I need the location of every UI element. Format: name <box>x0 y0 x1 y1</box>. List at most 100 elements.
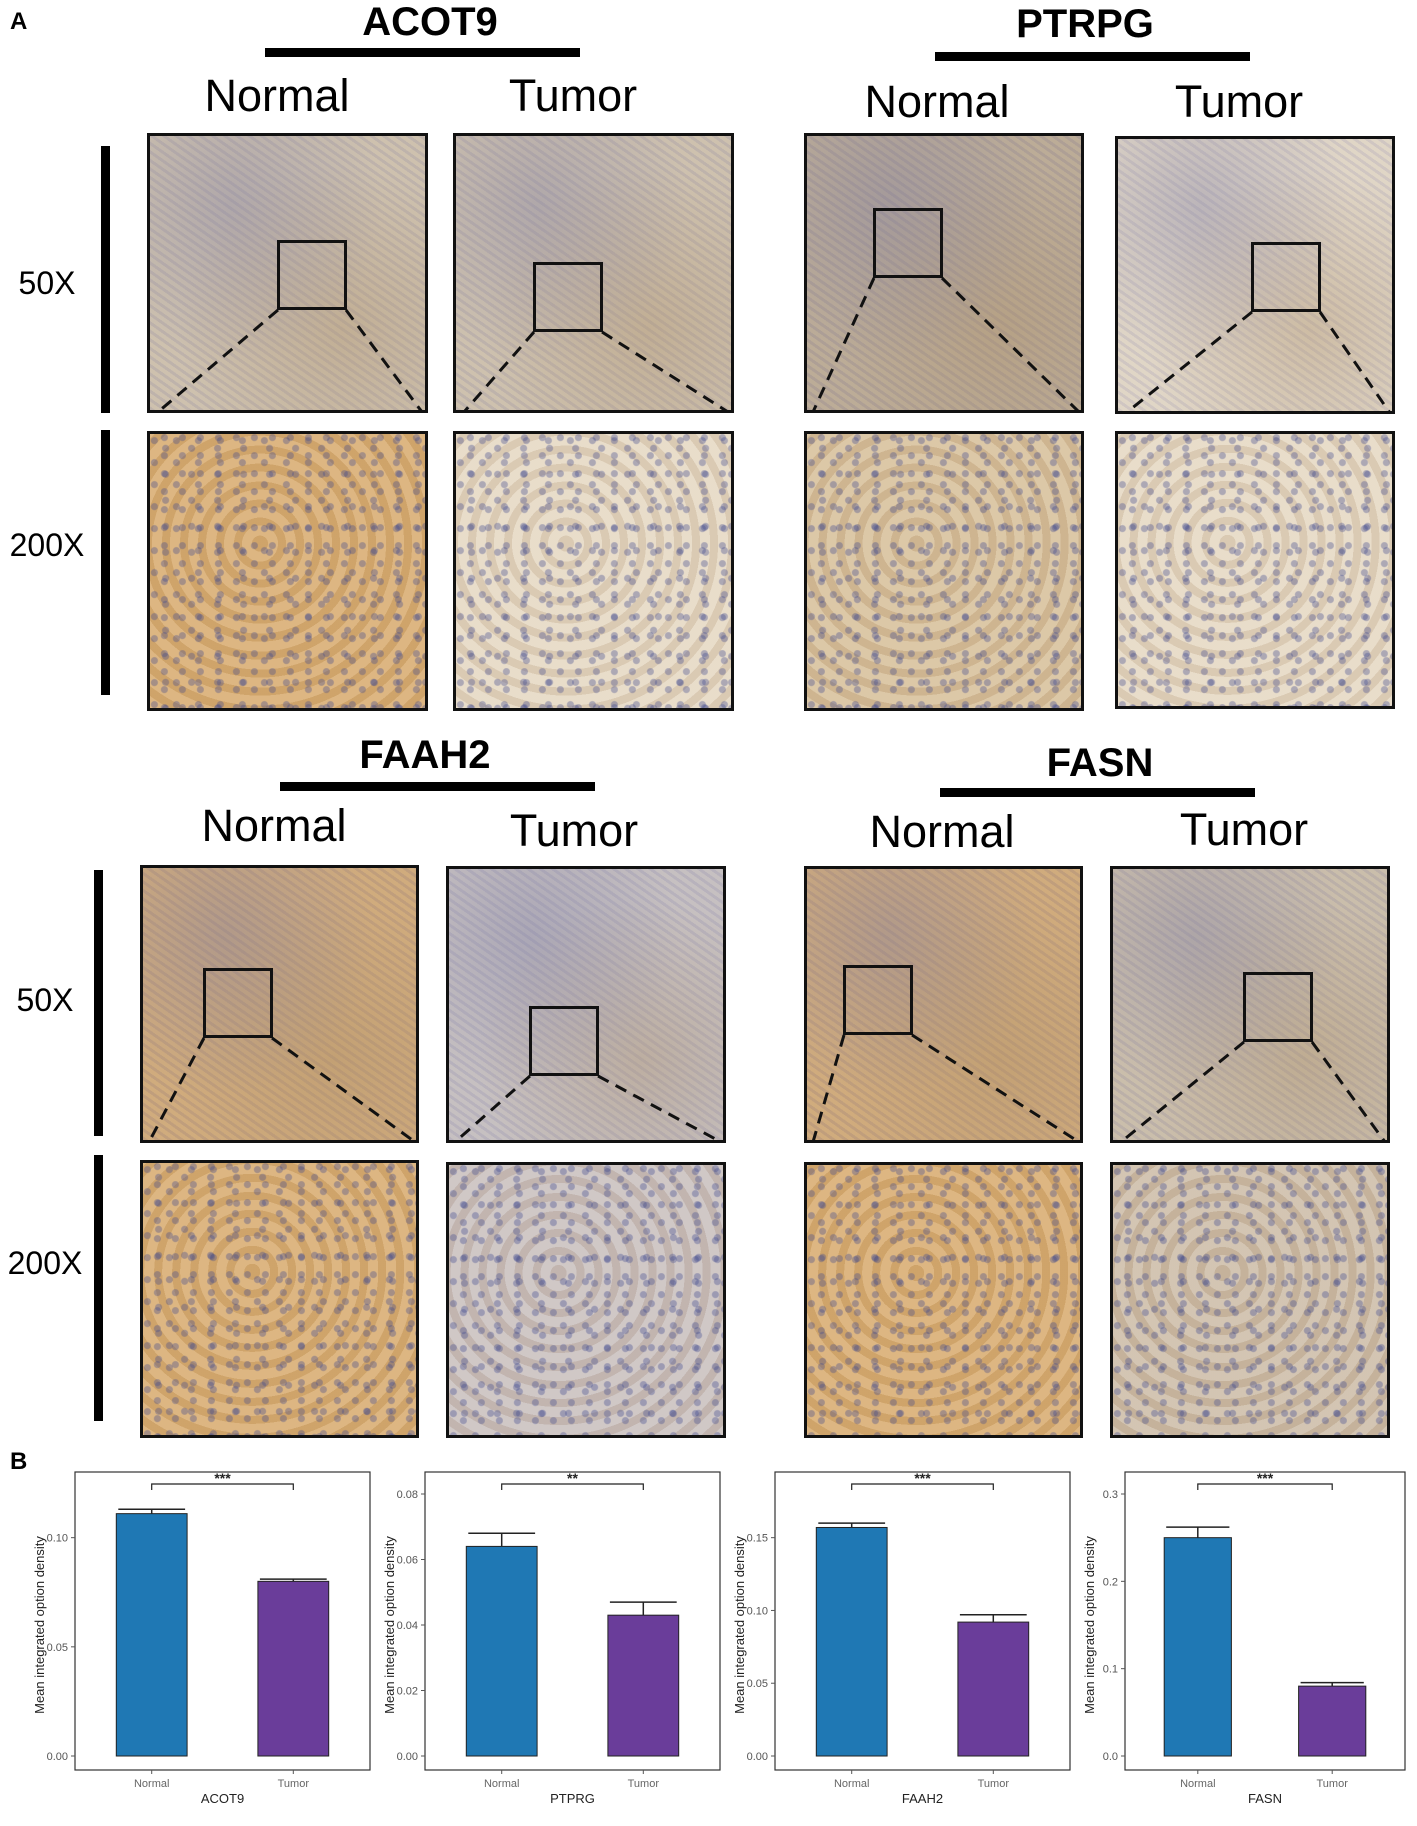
bar-normal <box>1163 1537 1232 1757</box>
gene-title-acot9: ACOT9 <box>362 0 498 44</box>
ihc-image-fasn-tumor-200x <box>1110 1162 1390 1438</box>
ihc-image-fasn-tumor-50x <box>1110 866 1390 1143</box>
x-tick-label: Normal <box>134 1778 169 1790</box>
zoom-region-box <box>873 208 943 278</box>
zoom-projection-lines <box>148 1036 415 1140</box>
y-tick-label: 0.05 <box>47 1642 68 1654</box>
y-tick-label: 0.06 <box>397 1555 418 1567</box>
ihc-image-faah2-normal-200x <box>140 1160 419 1438</box>
row-label-50x: 50X <box>16 982 74 1018</box>
gene-title-bar <box>935 52 1250 61</box>
plot-frame <box>1124 1471 1406 1771</box>
ihc-image-fasn-normal-50x <box>804 866 1083 1143</box>
zoom-region-box <box>1251 242 1321 312</box>
x-tick-label: Tumor <box>628 1778 660 1790</box>
row-bar-50x <box>101 146 110 413</box>
bar-normal <box>815 1526 888 1757</box>
panel-label-b: B <box>10 1448 28 1475</box>
gene-title-bar <box>940 788 1255 797</box>
gene-title-ptrpg: PTRPG <box>1016 2 1154 46</box>
x-tick-label: Normal <box>834 1778 869 1790</box>
x-axis-label: ACOT9 <box>201 1791 244 1806</box>
ihc-image-faah2-normal-50x <box>140 865 419 1143</box>
plot-frame <box>74 1471 371 1771</box>
col-label-normal: Normal <box>204 70 350 121</box>
zoom-region-box <box>843 965 913 1035</box>
y-tick-label: 0.04 <box>397 1620 418 1632</box>
ihc-image-fasn-normal-200x <box>804 1162 1083 1438</box>
x-tick-label: Normal <box>484 1778 519 1790</box>
col-label-normal: Normal <box>869 806 1015 857</box>
bar-chart-ptprg: 0.00 0.02 0.04 0.06 0.08 Mean integrated opti… <box>380 1470 730 1820</box>
row-label-200x: 200X <box>9 527 85 563</box>
zoom-projection-lines <box>812 276 1080 410</box>
row-label-200x: 200X <box>7 1245 83 1281</box>
y-axis-label: Mean integrated option density <box>732 1536 747 1714</box>
ihc-image-acot9-tumor-50x <box>453 133 734 413</box>
zoom-region-box <box>529 1006 599 1076</box>
error-bar <box>609 1601 677 1616</box>
gene-title-faah2: FAAH2 <box>359 733 491 777</box>
bar-tumor <box>957 1621 1030 1757</box>
zoom-region-box <box>1243 972 1313 1042</box>
bar-normal <box>465 1545 538 1757</box>
y-tick-label: 0.15 <box>747 1533 768 1545</box>
gene-title-bar <box>280 782 595 791</box>
gene-title-fasn: FASN <box>1046 741 1154 785</box>
x-tick-label: Tumor <box>278 1778 310 1790</box>
y-tick-label: 0.00 <box>397 1751 418 1763</box>
ihc-image-faah2-tumor-50x <box>446 866 726 1143</box>
col-label-tumor: Tumor <box>508 70 638 121</box>
row-bar-200x <box>101 430 110 695</box>
x-axis-label: FASN <box>1248 1791 1282 1806</box>
bar-tumor <box>1298 1685 1367 1757</box>
error-bar <box>118 1508 186 1514</box>
bar-normal <box>115 1513 188 1757</box>
ihc-image-acot9-tumor-200x <box>453 431 734 711</box>
significance-bracket <box>851 1483 994 1490</box>
error-bar <box>959 1614 1027 1623</box>
plot-frame <box>774 1471 1071 1771</box>
col-label-tumor: Tumor <box>1179 804 1309 855</box>
zoom-region-box <box>277 240 347 310</box>
bar-tumor <box>257 1580 330 1757</box>
y-axis-label: Mean integrated option density <box>32 1536 47 1714</box>
y-tick-label: 0.2 <box>1103 1576 1118 1588</box>
ihc-image-acot9-normal-200x <box>147 431 428 711</box>
significance-bracket <box>151 1483 294 1490</box>
significance-label: *** <box>214 1470 231 1486</box>
bar-chart-faah2: 0.00 0.05 0.10 0.15 Mean integrated option d… <box>730 1470 1080 1820</box>
y-axis-label: Mean integrated option density <box>1082 1536 1097 1714</box>
col-label-tumor: Tumor <box>509 805 639 856</box>
col-label-tumor: Tumor <box>1174 76 1304 127</box>
significance-label: *** <box>1257 1470 1274 1486</box>
bar-chart-acot9: 0.00 0.05 0.10 Mean integrated option densi… <box>30 1470 380 1820</box>
y-tick-label: 0.0 <box>1103 1751 1118 1763</box>
y-tick-label: 0.10 <box>47 1533 68 1545</box>
x-axis-label: FAAH2 <box>902 1791 943 1806</box>
error-bar <box>259 1578 327 1582</box>
ihc-image-ptrpg-tumor-200x <box>1115 431 1395 709</box>
y-tick-label: 0.3 <box>1103 1489 1118 1501</box>
error-bar <box>1300 1681 1364 1687</box>
panel-label-a: A <box>10 8 28 35</box>
bar-chart-fasn: 0.0 0.1 0.2 0.3 Mean integrated option densi… <box>1080 1470 1415 1820</box>
x-tick-label: Tumor <box>1317 1778 1349 1790</box>
y-axis-label: Mean integrated option density <box>382 1536 397 1714</box>
y-tick-label: 0.02 <box>397 1686 418 1698</box>
x-tick-label: Normal <box>1180 1778 1215 1790</box>
ihc-image-ptrpg-tumor-50x <box>1115 136 1395 414</box>
chart-svg: 0.0 0.1 0.2 0.3 Mean integrated option densi… <box>1082 1470 1406 1806</box>
x-tick-label: Tumor <box>978 1778 1010 1790</box>
gene-title-bar <box>265 48 580 57</box>
y-tick-label: 0.00 <box>47 1751 68 1763</box>
error-bar <box>468 1532 536 1547</box>
row-label-50x: 50X <box>18 265 76 301</box>
row-bar-200x <box>94 1155 103 1421</box>
significance-bracket <box>1197 1483 1333 1490</box>
error-bar <box>818 1522 886 1528</box>
y-tick-label: 0.1 <box>1103 1664 1118 1676</box>
plot-frame <box>424 1471 721 1771</box>
